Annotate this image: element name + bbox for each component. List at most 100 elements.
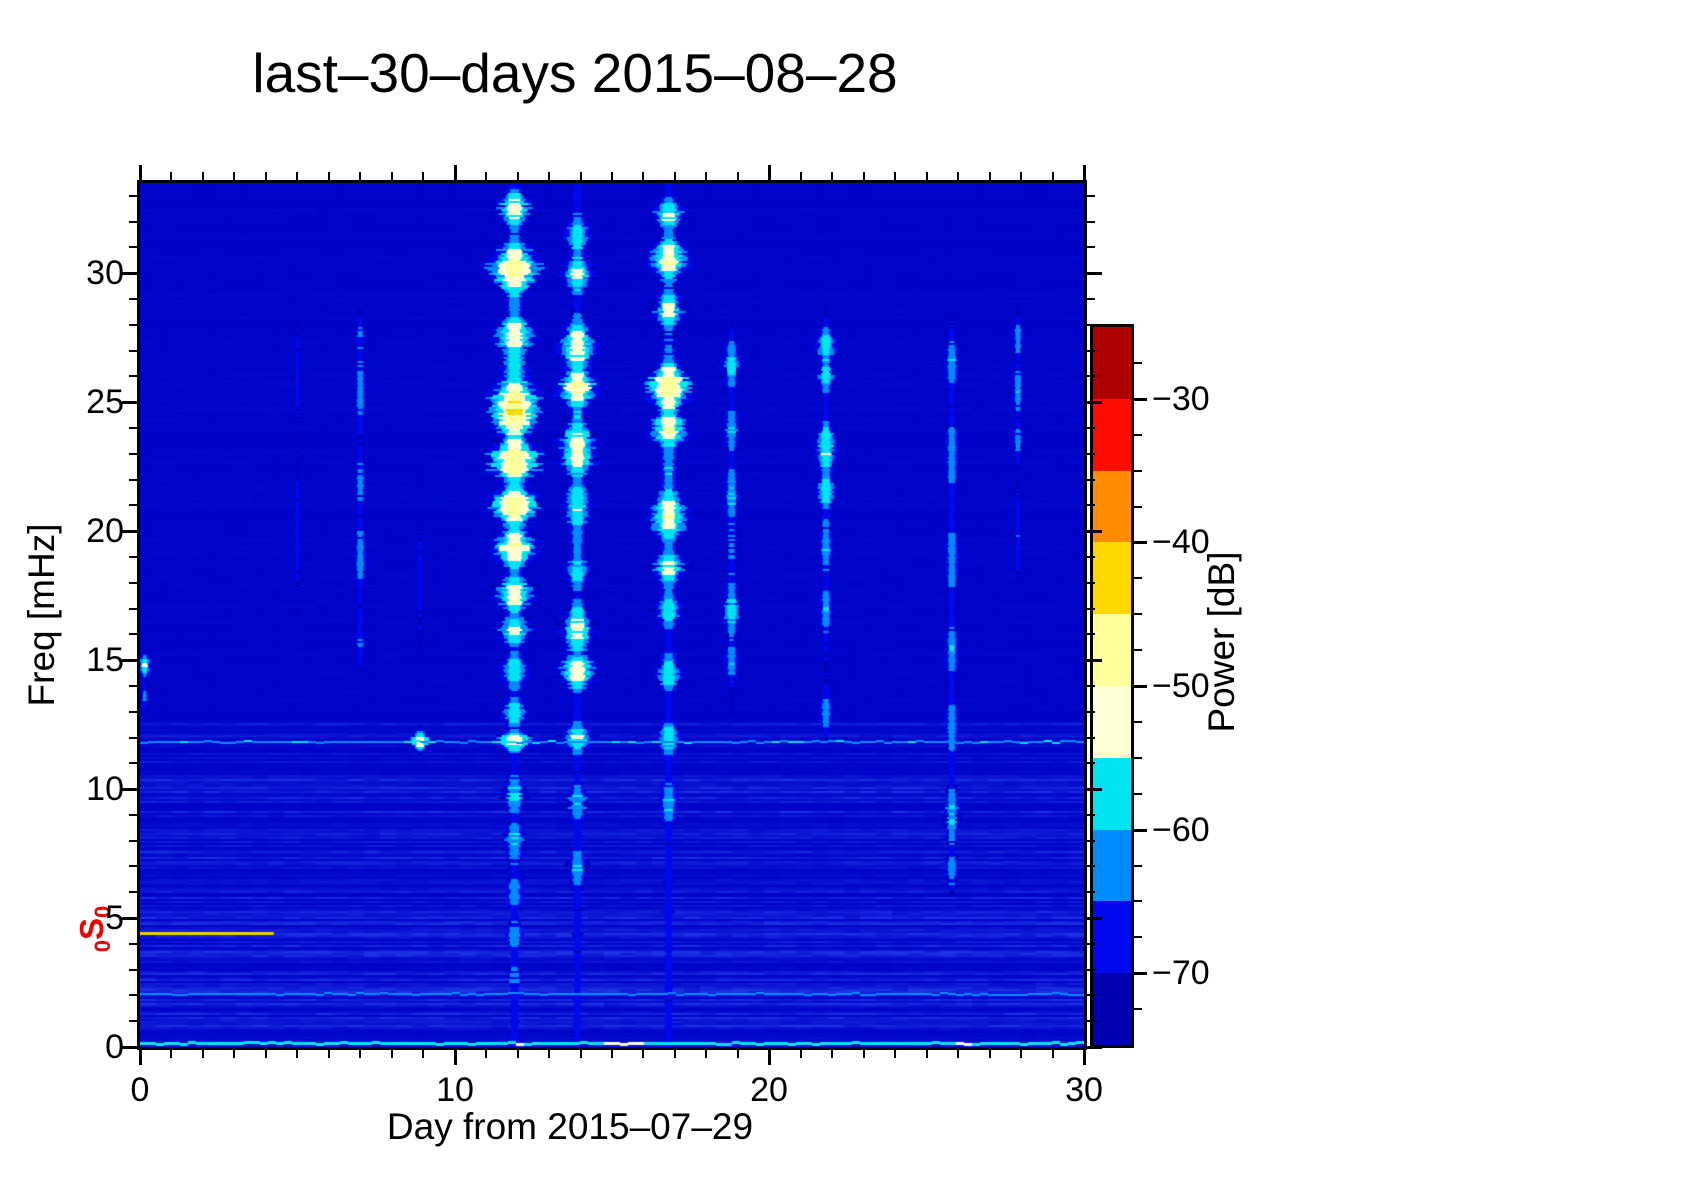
y-tick	[129, 350, 137, 352]
y-tick	[129, 840, 137, 842]
y-tick-right	[1087, 582, 1095, 584]
x-tick	[1020, 1050, 1022, 1058]
x-tick	[1082, 1050, 1086, 1065]
y-tick	[129, 582, 137, 584]
y-tick-right	[1087, 711, 1095, 713]
colorbar-tick-label: −30	[1152, 380, 1210, 418]
y-tick-label: 30	[86, 254, 124, 292]
x-tick-top	[767, 165, 771, 180]
colorbar-segment	[1093, 614, 1131, 687]
x-tick	[359, 1050, 361, 1058]
y-tick	[129, 504, 137, 506]
colorbar-tick	[1134, 649, 1142, 651]
y-tick	[129, 556, 137, 558]
x-tick-top	[391, 172, 393, 180]
colorbar-segment	[1093, 973, 1131, 1046]
x-tick	[233, 1050, 235, 1058]
x-tick	[202, 1050, 204, 1058]
y-tick-right	[1087, 633, 1095, 635]
colorbar-tick	[1134, 506, 1142, 508]
colorbar-tick	[1134, 971, 1147, 975]
x-tick	[737, 1050, 739, 1058]
x-tick-label: 30	[1065, 1071, 1103, 1109]
x-tick-top	[705, 172, 707, 180]
y-tick-right	[1087, 529, 1102, 533]
colorbar-tick-label: −50	[1152, 667, 1210, 705]
colorbar-tick	[1134, 362, 1142, 364]
y-tick-right	[1087, 943, 1095, 945]
x-tick	[989, 1050, 991, 1058]
x-tick	[863, 1050, 865, 1058]
x-tick-top	[894, 172, 896, 180]
y-tick-right	[1087, 427, 1095, 429]
x-tick	[800, 1050, 802, 1058]
colorbar-segment	[1093, 757, 1131, 831]
x-tick	[611, 1050, 613, 1058]
colorbar-segment	[1093, 829, 1131, 902]
y-tick	[129, 633, 137, 635]
y-tick	[129, 737, 137, 739]
y-tick	[129, 994, 137, 996]
x-tick-top	[1052, 172, 1054, 180]
colorbar-tick	[1134, 936, 1142, 938]
x-tick-top	[957, 172, 959, 180]
y-tick	[129, 685, 137, 687]
colorbar-segment	[1093, 327, 1131, 400]
y-tick-right	[1087, 375, 1095, 377]
x-tick	[296, 1050, 298, 1058]
y-tick	[129, 298, 137, 300]
x-tick	[265, 1050, 267, 1058]
x-tick	[453, 1050, 457, 1065]
y-tick-right	[1087, 1045, 1102, 1049]
x-tick-top	[642, 172, 644, 180]
y-tick-right	[1087, 556, 1095, 558]
y-tick-right	[1087, 400, 1102, 404]
x-tick-top	[800, 172, 802, 180]
x-tick-label: 10	[436, 1071, 474, 1109]
colorbar-tick	[1134, 613, 1142, 615]
y-tick	[122, 400, 137, 404]
y-tick-right	[1087, 271, 1102, 275]
colorbar-segment	[1093, 686, 1131, 759]
x-tick	[485, 1050, 487, 1058]
y-tick	[122, 271, 137, 275]
x-tick-top	[1082, 165, 1086, 180]
y-tick	[122, 787, 137, 791]
spectrogram-canvas	[140, 183, 1084, 1047]
colorbar-tick	[1134, 434, 1142, 436]
y-tick	[129, 891, 137, 893]
x-axis-label: Day from 2015–07–29	[386, 1106, 754, 1147]
y-tick-right	[1087, 994, 1095, 996]
y-tick	[129, 453, 137, 455]
x-tick-top	[831, 172, 833, 180]
y-tick	[122, 529, 137, 533]
colorbar-tick-label: −70	[1152, 954, 1210, 992]
x-tick	[580, 1050, 582, 1058]
x-tick	[926, 1050, 928, 1058]
x-tick-top	[233, 172, 235, 180]
colorbar-tick	[1134, 470, 1142, 472]
x-tick-top	[328, 172, 330, 180]
y-tick	[129, 427, 137, 429]
x-tick-top	[926, 172, 928, 180]
y-tick	[129, 221, 137, 223]
x-tick	[391, 1050, 393, 1058]
x-tick-top	[453, 165, 457, 180]
y-tick-right	[1087, 916, 1102, 920]
x-tick	[548, 1050, 550, 1058]
y-tick-right	[1087, 504, 1095, 506]
y-tick-right	[1087, 479, 1095, 481]
x-tick-top	[170, 172, 172, 180]
y-tick-right	[1087, 195, 1095, 197]
colorbar-tick	[1134, 721, 1142, 723]
y-tick	[129, 865, 137, 867]
y-tick	[122, 658, 137, 662]
y-tick-right	[1087, 246, 1095, 248]
y-tick-right	[1087, 221, 1095, 223]
y-tick	[129, 375, 137, 377]
colorbar-tick	[1134, 684, 1147, 688]
y-tick-right	[1087, 298, 1095, 300]
x-tick-top	[296, 172, 298, 180]
y-tick	[129, 1020, 137, 1022]
